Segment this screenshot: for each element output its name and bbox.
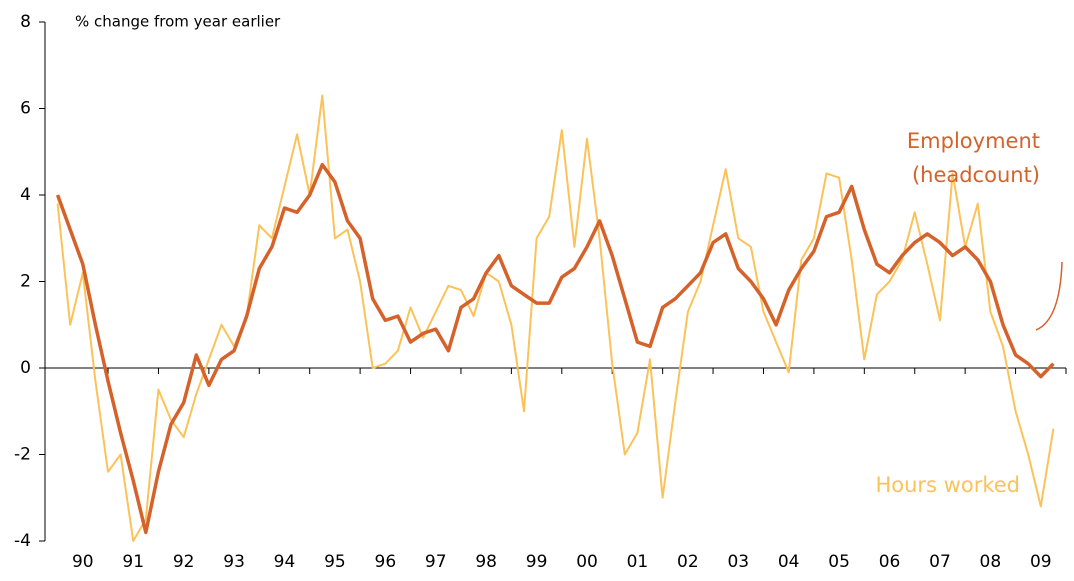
y-tick-label: -4 — [14, 531, 31, 551]
x-tick-label: 00 — [576, 552, 598, 572]
annotation-pointer — [1035, 261, 1063, 331]
series-line — [56, 94, 1055, 542]
x-tick-label: 01 — [627, 552, 649, 572]
x-tick-label: 93 — [223, 552, 245, 572]
annotation: (headcount) — [912, 163, 1040, 187]
x-tick-label: 04 — [778, 552, 800, 572]
x-tick-label: 99 — [526, 552, 548, 572]
y-axis-label: % change from year earlier — [75, 13, 281, 31]
y-tick-label: 0 — [20, 358, 31, 378]
x-tick-label: 96 — [375, 552, 397, 572]
x-tick-label: 94 — [274, 552, 296, 572]
x-tick-label: 09 — [1030, 552, 1052, 572]
y-tick-label: 8 — [20, 12, 31, 32]
y-tick-label: 4 — [20, 185, 31, 205]
x-tick-label: 97 — [425, 552, 447, 572]
x-tick-label: 90 — [72, 552, 94, 572]
series-line — [55, 162, 1055, 535]
x-tick-label: 02 — [677, 552, 699, 572]
x-tick-label: 92 — [173, 552, 195, 572]
y-tick-label: 2 — [20, 272, 31, 292]
x-tick-label: 07 — [929, 552, 951, 572]
x-tick-label: 98 — [475, 552, 497, 572]
y-tick-label: -2 — [14, 445, 31, 465]
x-tick-label: 95 — [324, 552, 346, 572]
x-tick-label: 08 — [980, 552, 1002, 572]
annotation: Hours worked — [875, 473, 1020, 497]
x-tick-label: 03 — [727, 552, 749, 572]
x-tick-label: 05 — [828, 552, 850, 572]
annotation: Employment — [907, 129, 1040, 153]
x-tick-label: 06 — [879, 552, 901, 572]
x-tick-label: 91 — [122, 552, 144, 572]
y-tick-label: 6 — [20, 99, 31, 119]
